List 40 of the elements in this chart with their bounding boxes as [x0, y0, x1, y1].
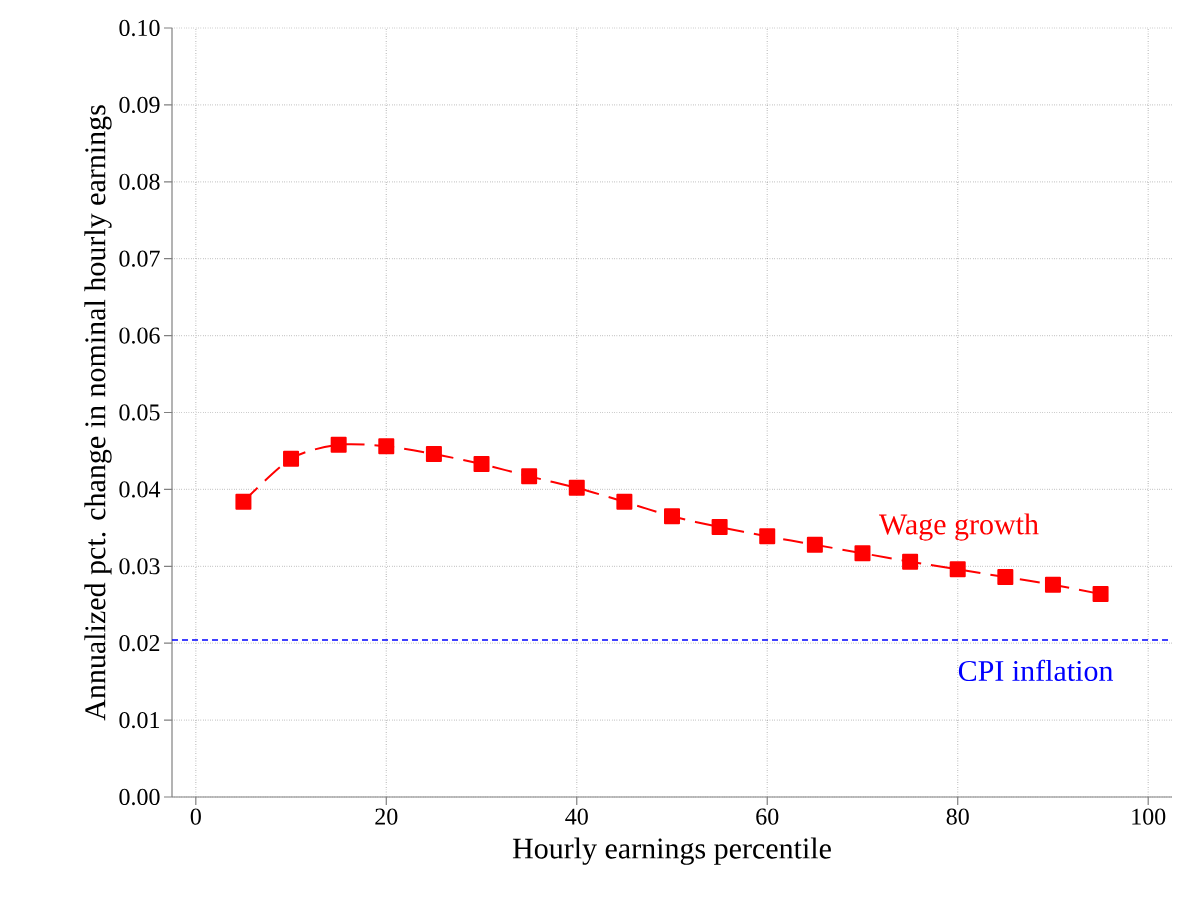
- y-tick-label: 0.04: [119, 481, 161, 498]
- point: [568, 479, 585, 496]
- point: [425, 446, 442, 463]
- point: [1092, 585, 1109, 602]
- annotation: Wage growth: [879, 513, 1039, 541]
- x-tick-label: 80: [946, 808, 969, 825]
- y-tick-label: 0.00: [119, 788, 160, 806]
- point: [902, 553, 919, 570]
- point: [473, 456, 490, 473]
- point: [664, 508, 680, 525]
- x-tick-label: 0: [190, 808, 201, 825]
- point: [711, 519, 728, 536]
- point: [949, 561, 966, 578]
- point: [521, 468, 538, 485]
- y-tick-label: 0.08: [119, 173, 160, 190]
- point: [330, 436, 347, 453]
- point: [616, 493, 633, 510]
- y-tick-label: 0.09: [119, 96, 160, 114]
- y-tick-label: 0.10: [119, 19, 160, 37]
- y-tick-label: 0.07: [119, 250, 160, 267]
- point: [759, 528, 776, 545]
- point: [1044, 576, 1061, 593]
- x-tick-label: 100: [1132, 808, 1166, 825]
- point: [235, 493, 252, 510]
- x-tick-label: 20: [375, 808, 398, 825]
- point: [854, 545, 871, 562]
- y-axis-title: Annualized pct. change in nominal hourly earnings: [84, 105, 112, 721]
- point: [378, 438, 395, 455]
- y-tick-label: 0.01: [119, 711, 160, 729]
- point: [806, 536, 823, 553]
- x-tick-label: 40: [565, 808, 588, 825]
- x-axis-title: Hourly earnings percentile: [512, 837, 831, 865]
- point: [283, 450, 300, 467]
- y-tick-label: 0.02: [119, 635, 160, 652]
- point: [997, 569, 1014, 586]
- y-tick-label: 0.03: [119, 558, 160, 575]
- x-tick-label: 60: [756, 808, 779, 825]
- y-tick-label: 0.05: [119, 404, 160, 421]
- y-tick-label: 0.06: [119, 327, 160, 344]
- ref-line-label: CPI inflation: [958, 659, 1114, 682]
